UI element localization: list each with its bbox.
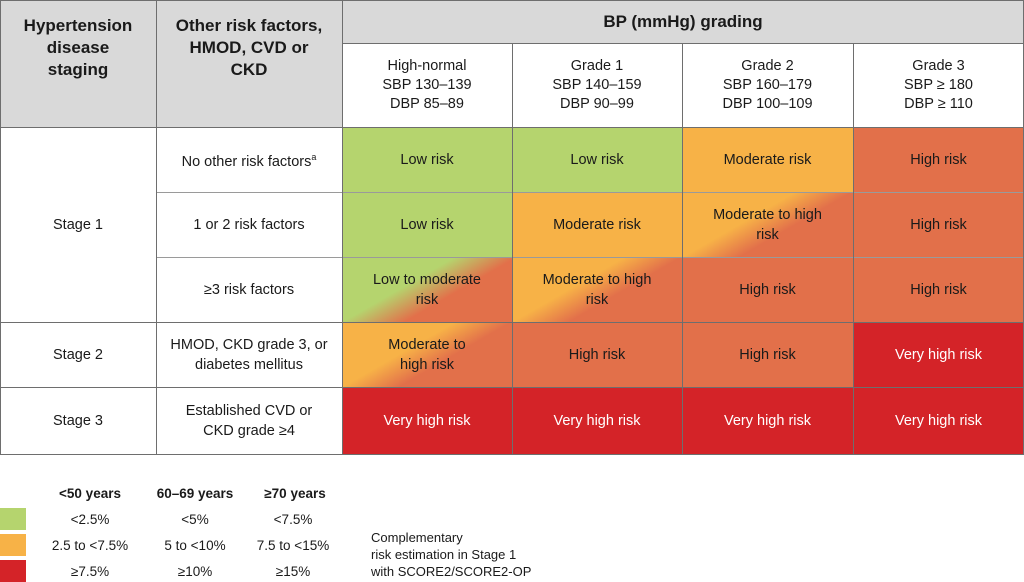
- legend-value: 2.5 to <7.5%: [51, 537, 129, 553]
- risk-cell-r2-c2: Moderate risk: [512, 192, 682, 257]
- legend-value: <2.5%: [70, 511, 110, 527]
- legend-note-line: Complementary: [371, 530, 463, 545]
- grade-name: High-normal: [387, 57, 467, 74]
- risk-cell-text: Moderate to high risk: [542, 271, 652, 308]
- risk-cell-r3-c3: High risk: [682, 257, 853, 322]
- legend-header-60-69: 60–69 years: [156, 485, 234, 501]
- factor-label: Established CVD or CKD grade ≥4: [185, 402, 313, 439]
- grid-line-left: [0, 0, 1, 455]
- grade-name: Grade 3: [912, 57, 965, 74]
- grid-line-col5: [853, 43, 854, 455]
- legend-note: Complementary risk estimation in Stage 1…: [371, 529, 571, 580]
- grade-name: Grade 2: [741, 57, 794, 74]
- legend-value: ≥10%: [177, 563, 213, 579]
- risk-cell-r2-c4: High risk: [853, 192, 1024, 257]
- risk-cell-r1-c3: Moderate risk: [682, 127, 853, 192]
- grade-sbp: SBP 140–159: [552, 76, 642, 93]
- risk-cell-r5-c1: Very high risk: [342, 387, 512, 454]
- legend-header-under50: <50 years: [59, 485, 121, 501]
- stage1-label: Stage 1: [53, 216, 103, 233]
- grade-header-grade2: Grade 2 SBP 160–179 DBP 100–109: [682, 43, 853, 127]
- grade-sbp: SBP 160–179: [722, 76, 813, 93]
- risk-cell-r2-c3: Moderate to high risk: [682, 192, 853, 257]
- risk-cell-r3-c4: High risk: [853, 257, 1024, 322]
- stage3-label: Stage 3: [53, 412, 103, 429]
- risk-cell-r4-c3: High risk: [682, 322, 853, 387]
- risk-cell-text: Moderate to high risk: [713, 206, 822, 243]
- table-header-left: [0, 0, 342, 127]
- risk-cell-r1-c1: Low risk: [342, 127, 512, 192]
- grid-line-col2: [342, 0, 343, 455]
- grade-header-grade3: Grade 3 SBP ≥ 180 DBP ≥ 110: [853, 43, 1024, 127]
- risk-cell-r2-c1: Low risk: [342, 192, 512, 257]
- risk-cell-r5-c3: Very high risk: [682, 387, 853, 454]
- legend-note-line: risk estimation in Stage 1: [371, 547, 517, 562]
- grid-line-col1: [156, 0, 157, 455]
- bp-grading-header: BP (mmHg) grading: [342, 0, 1024, 43]
- factor-label: 1 or 2 risk factors: [193, 216, 305, 233]
- risk-cell-r5-c2: Very high risk: [512, 387, 682, 454]
- grid-line-top: [0, 0, 1024, 1]
- legend-value: 5 to <10%: [164, 537, 226, 553]
- bp-grading-title: BP (mmHg) grading: [603, 11, 763, 31]
- legend-value: <7.5%: [273, 511, 313, 527]
- legend-value: ≥7.5%: [70, 563, 110, 579]
- legend-note-line: with SCORE2/SCORE2-OP: [371, 564, 532, 579]
- legend-value: <5%: [181, 511, 209, 527]
- grid-line-col4: [682, 43, 683, 455]
- grade-dbp: DBP 90–99: [560, 95, 634, 112]
- grade-dbp: DBP ≥ 110: [904, 95, 973, 112]
- risk-cell-r1-c2: Low risk: [512, 127, 682, 192]
- grid-line-bp-sub: [342, 43, 1024, 44]
- stage2-label: Stage 2: [53, 346, 103, 363]
- grade-sbp: SBP 130–139: [382, 76, 472, 93]
- factor-label: ≥3 risk factors: [203, 281, 295, 298]
- legend-swatch-green: [0, 508, 26, 530]
- factor-label: No other risk factors: [181, 153, 312, 170]
- risk-cell-r3-c1: Low to moderate risk: [342, 257, 512, 322]
- legend-value: 7.5 to <15%: [256, 537, 330, 553]
- grade-name: Grade 1: [570, 57, 624, 74]
- factor-label: HMOD, CKD grade 3, or diabetes mellitus: [170, 336, 328, 373]
- risk-cell-r1-c4: High risk: [853, 127, 1024, 192]
- grade-header-high-normal: High-normal SBP 130–139 DBP 85–89: [342, 43, 512, 127]
- risk-factors-header-label: Other risk factors, HMOD, CVD or CKD: [175, 16, 323, 79]
- risk-cell-text: Low to moderate risk: [372, 271, 481, 308]
- factor-row-1: No other risk factorsa: [156, 127, 342, 192]
- factor-row-2: 1 or 2 risk factors: [156, 192, 342, 257]
- factor-row-4: HMOD, CKD grade 3, or diabetes mellitus: [168, 322, 330, 387]
- grade-sbp: SBP ≥ 180: [904, 76, 973, 93]
- risk-cell-r4-c4: Very high risk: [853, 322, 1024, 387]
- legend-swatch-red: [0, 560, 26, 582]
- factor-row-3: ≥3 risk factors: [156, 257, 342, 322]
- risk-cell-r3-c2: Moderate to high risk: [512, 257, 682, 322]
- grid-line-row2: [156, 257, 1024, 258]
- factor-superscript: a: [311, 152, 317, 163]
- grade-header-grade1: Grade 1 SBP 140–159 DBP 90–99: [512, 43, 682, 127]
- legend-swatch-amber: [0, 534, 26, 556]
- risk-cell-r4-c1: Moderate to high risk: [342, 322, 512, 387]
- risk-factors-header-cell: Other risk factors, HMOD, CVD or CKD: [156, 8, 342, 88]
- grade-dbp: DBP 100–109: [722, 95, 813, 112]
- staging-header-cell: Hypertension disease staging: [0, 8, 156, 88]
- grid-line-col3: [512, 43, 513, 455]
- risk-cell-r5-c4: Very high risk: [853, 387, 1024, 454]
- legend-value: ≥15%: [275, 563, 311, 579]
- risk-cell-text: Moderate to high risk: [388, 336, 466, 373]
- grid-line-row1: [156, 192, 1024, 193]
- factor-row-5: Established CVD or CKD grade ≥4: [178, 387, 320, 454]
- risk-cell-r4-c2: High risk: [512, 322, 682, 387]
- legend-header-70plus: ≥70 years: [264, 485, 326, 501]
- staging-header-label: Hypertension disease staging: [23, 16, 133, 79]
- grade-dbp: DBP 85–89: [390, 95, 464, 112]
